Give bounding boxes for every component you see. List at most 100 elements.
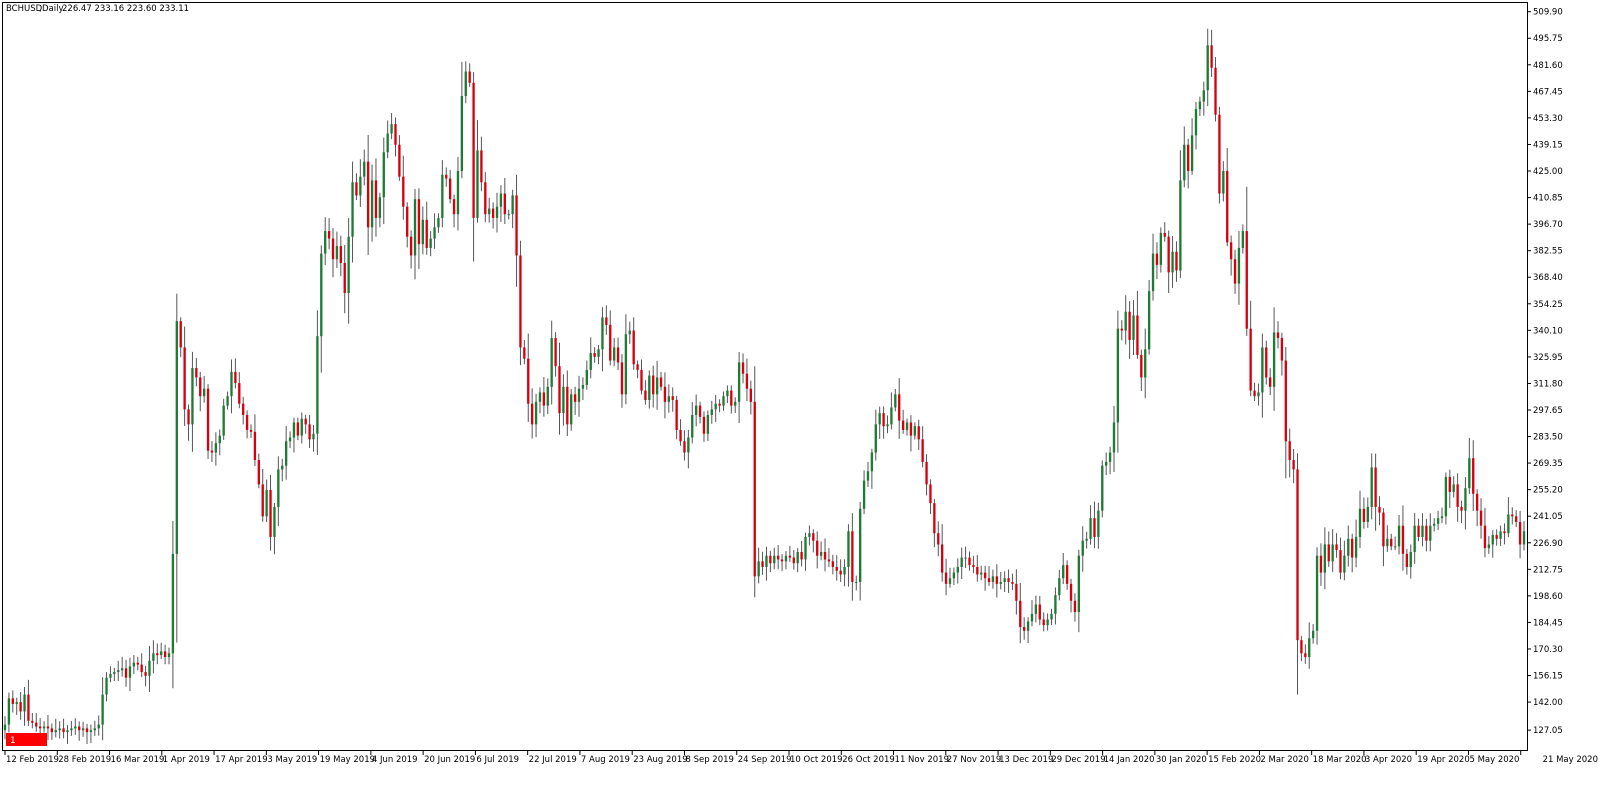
candle-body bbox=[589, 353, 592, 370]
price-tick-label: 311.80 bbox=[1533, 379, 1563, 389]
candle-body bbox=[31, 720, 34, 723]
candle-body bbox=[667, 396, 671, 402]
candle-body bbox=[944, 572, 948, 584]
candle-body bbox=[605, 317, 608, 325]
candle-body bbox=[1081, 540, 1084, 556]
candle-body bbox=[1308, 638, 1311, 658]
candle-body bbox=[745, 373, 749, 389]
candle-body bbox=[1452, 484, 1455, 492]
time-tick-label: 24 Sep 2019 bbox=[738, 755, 792, 765]
candle-body bbox=[1339, 550, 1342, 573]
candle-body bbox=[113, 672, 116, 674]
candle-body bbox=[437, 217, 440, 228]
candle-body bbox=[1222, 171, 1225, 194]
candle-body bbox=[23, 694, 26, 712]
candle-body bbox=[1331, 544, 1334, 562]
time-tick-label: 8 Sep 2019 bbox=[685, 755, 733, 765]
candle-body bbox=[93, 728, 96, 731]
candle-body bbox=[948, 578, 952, 584]
candle-body bbox=[1475, 493, 1479, 511]
candle-body bbox=[288, 437, 292, 442]
candle-body bbox=[1440, 516, 1444, 519]
candle-body bbox=[156, 653, 159, 656]
candle-body bbox=[187, 409, 190, 425]
candle-body bbox=[46, 726, 50, 729]
time-tick-label: 28 Feb 2019 bbox=[58, 755, 111, 765]
candle-body bbox=[632, 330, 635, 365]
candle-body bbox=[89, 730, 93, 733]
candle-body bbox=[1351, 538, 1354, 558]
candle-body bbox=[757, 561, 760, 577]
candle-body bbox=[964, 557, 967, 559]
candle-body bbox=[671, 396, 674, 400]
candle-body bbox=[523, 347, 526, 359]
candle-body bbox=[144, 672, 147, 676]
candle-body bbox=[1218, 114, 1221, 194]
price-tick-label: 495.75 bbox=[1533, 34, 1563, 44]
time-tick-label: 3 Apr 2020 bbox=[1365, 755, 1412, 765]
time-tick-label: 5 May 2020 bbox=[1469, 755, 1519, 765]
candle-body bbox=[1194, 109, 1198, 136]
candle-body bbox=[1179, 180, 1182, 271]
candle-body bbox=[503, 193, 506, 215]
price-tick-label: 453.30 bbox=[1533, 114, 1563, 124]
candle-body bbox=[429, 238, 432, 248]
candle-body bbox=[1335, 544, 1338, 551]
price-tick-label: 396.70 bbox=[1533, 220, 1563, 230]
candle-body bbox=[1468, 458, 1471, 489]
candle-body bbox=[355, 182, 358, 196]
candle-body bbox=[1491, 535, 1494, 545]
candle-body bbox=[1464, 488, 1467, 511]
candle-body bbox=[464, 71, 467, 96]
candle-body bbox=[425, 219, 428, 248]
price-tick-label: 481.60 bbox=[1533, 61, 1563, 71]
candle-body bbox=[1417, 525, 1420, 537]
candle-body bbox=[577, 388, 581, 402]
candle-body bbox=[983, 572, 987, 579]
candle-body bbox=[819, 551, 823, 556]
candle-body bbox=[585, 369, 588, 385]
candle-body bbox=[1112, 422, 1116, 453]
candle-body bbox=[1175, 251, 1178, 271]
candle-body bbox=[1034, 604, 1038, 614]
candle-body bbox=[202, 388, 206, 397]
candle-body bbox=[683, 441, 686, 453]
candle-body bbox=[1144, 349, 1147, 378]
candle-body bbox=[1214, 67, 1217, 115]
candle-body bbox=[691, 414, 694, 438]
candle-body bbox=[550, 338, 553, 387]
time-tick-label: 17 Apr 2019 bbox=[215, 755, 268, 765]
price-tick-label: 509.90 bbox=[1533, 8, 1563, 18]
candle-body bbox=[858, 508, 862, 582]
candle-body bbox=[1132, 315, 1135, 340]
candle-body bbox=[753, 401, 756, 577]
candle-body bbox=[886, 424, 889, 427]
candle-body bbox=[835, 566, 838, 571]
candle-body bbox=[62, 728, 65, 733]
candle-body bbox=[597, 349, 600, 357]
candle-body bbox=[347, 236, 350, 293]
candle-body bbox=[573, 394, 577, 402]
timeframe-label: Daily bbox=[42, 4, 64, 14]
candle-body bbox=[152, 653, 155, 661]
time-tick-label: 12 Feb 2019 bbox=[6, 755, 59, 765]
candle-body bbox=[925, 461, 928, 485]
symbol-label: BCHUSD bbox=[6, 4, 43, 14]
candle-body bbox=[862, 480, 866, 509]
candle-body bbox=[472, 82, 475, 218]
candle-body bbox=[1370, 467, 1373, 507]
candle-body bbox=[1261, 347, 1264, 393]
candle-body bbox=[1327, 544, 1330, 562]
candle-body bbox=[1436, 518, 1440, 524]
candle-body bbox=[655, 377, 659, 395]
candle-body bbox=[687, 437, 690, 453]
candle-body bbox=[1163, 232, 1166, 237]
candle-body bbox=[476, 150, 479, 218]
candle-body bbox=[714, 403, 717, 410]
candle-body bbox=[1507, 514, 1510, 534]
candle-body bbox=[1366, 506, 1369, 522]
candle-body bbox=[484, 182, 487, 215]
candle-body bbox=[468, 71, 471, 83]
